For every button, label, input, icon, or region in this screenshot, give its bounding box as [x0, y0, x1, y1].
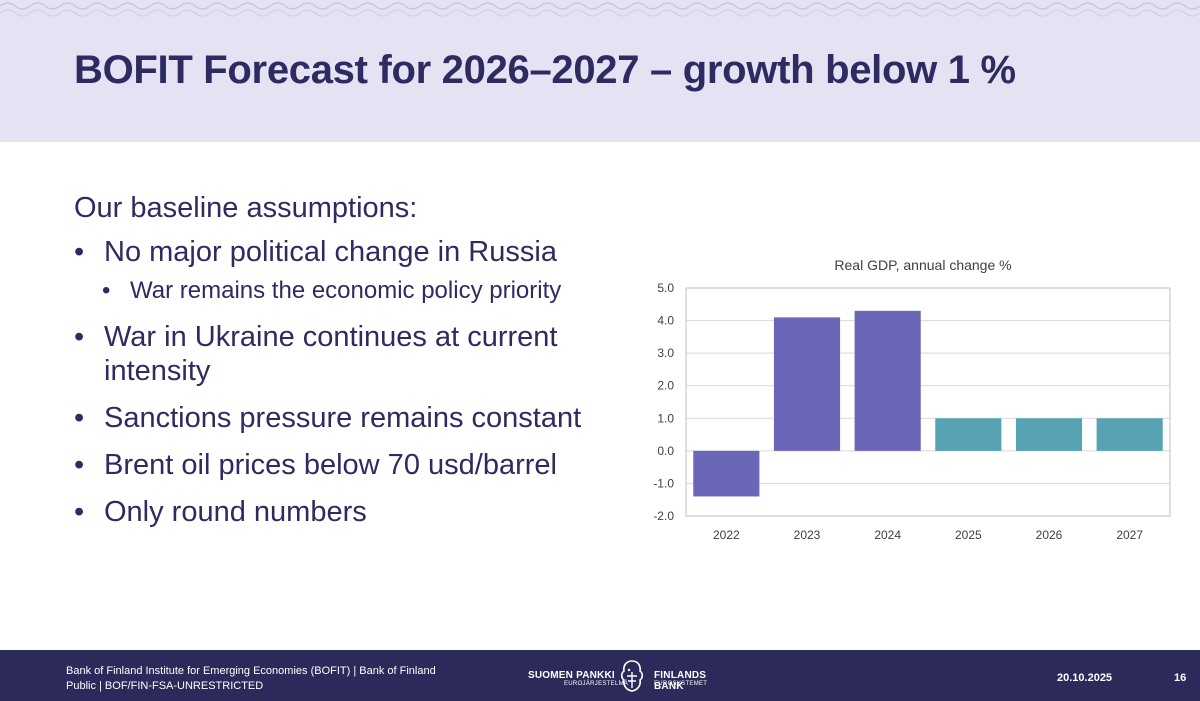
bullet-item: War in Ukraine continues at current inte…: [74, 320, 614, 388]
bar-2027: [1096, 418, 1163, 451]
title-band: [0, 20, 1200, 142]
x-tick-label: 2025: [955, 528, 982, 542]
y-tick-label: -2.0: [653, 509, 674, 523]
bar-2023: [773, 317, 841, 451]
logo-text-swedish: FINLANDS BANK: [654, 670, 707, 692]
gdp-bar-chart-svg: Real GDP, annual change % 5.0 4.0 3.0 2.0 1.…: [653, 257, 1171, 542]
y-tick-label: 4.0: [657, 314, 674, 328]
bullet-item: Only round numbers: [74, 495, 614, 529]
x-tick-label: 2022: [713, 528, 740, 542]
gdp-chart: Real GDP, annual change % 5.0 4.0 3.0 2.0 1.…: [640, 250, 1180, 550]
y-tick-label: -1.0: [653, 476, 674, 490]
y-tick-label: 5.0: [657, 281, 674, 295]
lion-emblem-icon: [620, 660, 644, 692]
assumptions-section: Our baseline assumptions: No major polit…: [74, 192, 614, 542]
bullet-item: Brent oil prices below 70 usd/barrel: [74, 448, 614, 482]
logo-subtext-swedish: EUROSYSTEMET: [654, 681, 708, 687]
logo-text-finnish: SUOMEN PANKKI: [528, 670, 615, 681]
y-tick-label: 3.0: [657, 346, 674, 360]
footer-line-1: Bank of Finland Institute for Emerging E…: [66, 665, 436, 677]
footer-line-2: Public | BOF/FIN-FSA-UNRESTRICTED: [66, 680, 264, 692]
bullet-item: No major political change in Russia: [74, 235, 614, 269]
footer: Bank of Finland Institute for Emerging E…: [0, 650, 1200, 701]
x-tick-label: 2024: [874, 528, 901, 542]
decorative-pattern-strip: [0, 0, 1200, 20]
x-tick-label: 2023: [794, 528, 821, 542]
bar-2025: [935, 418, 1002, 451]
x-tick-label: 2026: [1036, 528, 1063, 542]
assumptions-intro: Our baseline assumptions:: [74, 192, 418, 224]
bar-2026: [1015, 418, 1083, 451]
logo-subtext-finnish: EUROJÄRJESTELMÄ: [564, 681, 629, 687]
footer-text: Bank of Finland Institute for Emerging E…: [66, 664, 436, 694]
bank-of-finland-logo: SUOMEN PANKKI EUROJÄRJESTELMÄ FINLANDS B…: [528, 658, 728, 694]
assumptions-list: No major political change in Russia War …: [74, 235, 614, 529]
bullet-item: Sanctions pressure remains constant: [74, 401, 614, 435]
x-tick-label: 2027: [1116, 528, 1143, 542]
y-tick-label: 0.0: [657, 444, 674, 458]
bar-2024: [854, 310, 921, 451]
y-tick-label: 2.0: [657, 379, 674, 393]
sub-bullet-item: War remains the economic policy priority: [74, 276, 614, 306]
plot-area-border: [685, 287, 1171, 517]
y-tick-label: 1.0: [657, 411, 674, 425]
slide-title: BOFIT Forecast for 2026–2027 – growth be…: [74, 48, 1016, 92]
bar-2022: [693, 450, 760, 497]
footer-date: 20.10.2025: [1057, 672, 1113, 684]
page-number: 16: [1174, 672, 1187, 684]
chart-title: Real GDP, annual change %: [834, 257, 1011, 273]
